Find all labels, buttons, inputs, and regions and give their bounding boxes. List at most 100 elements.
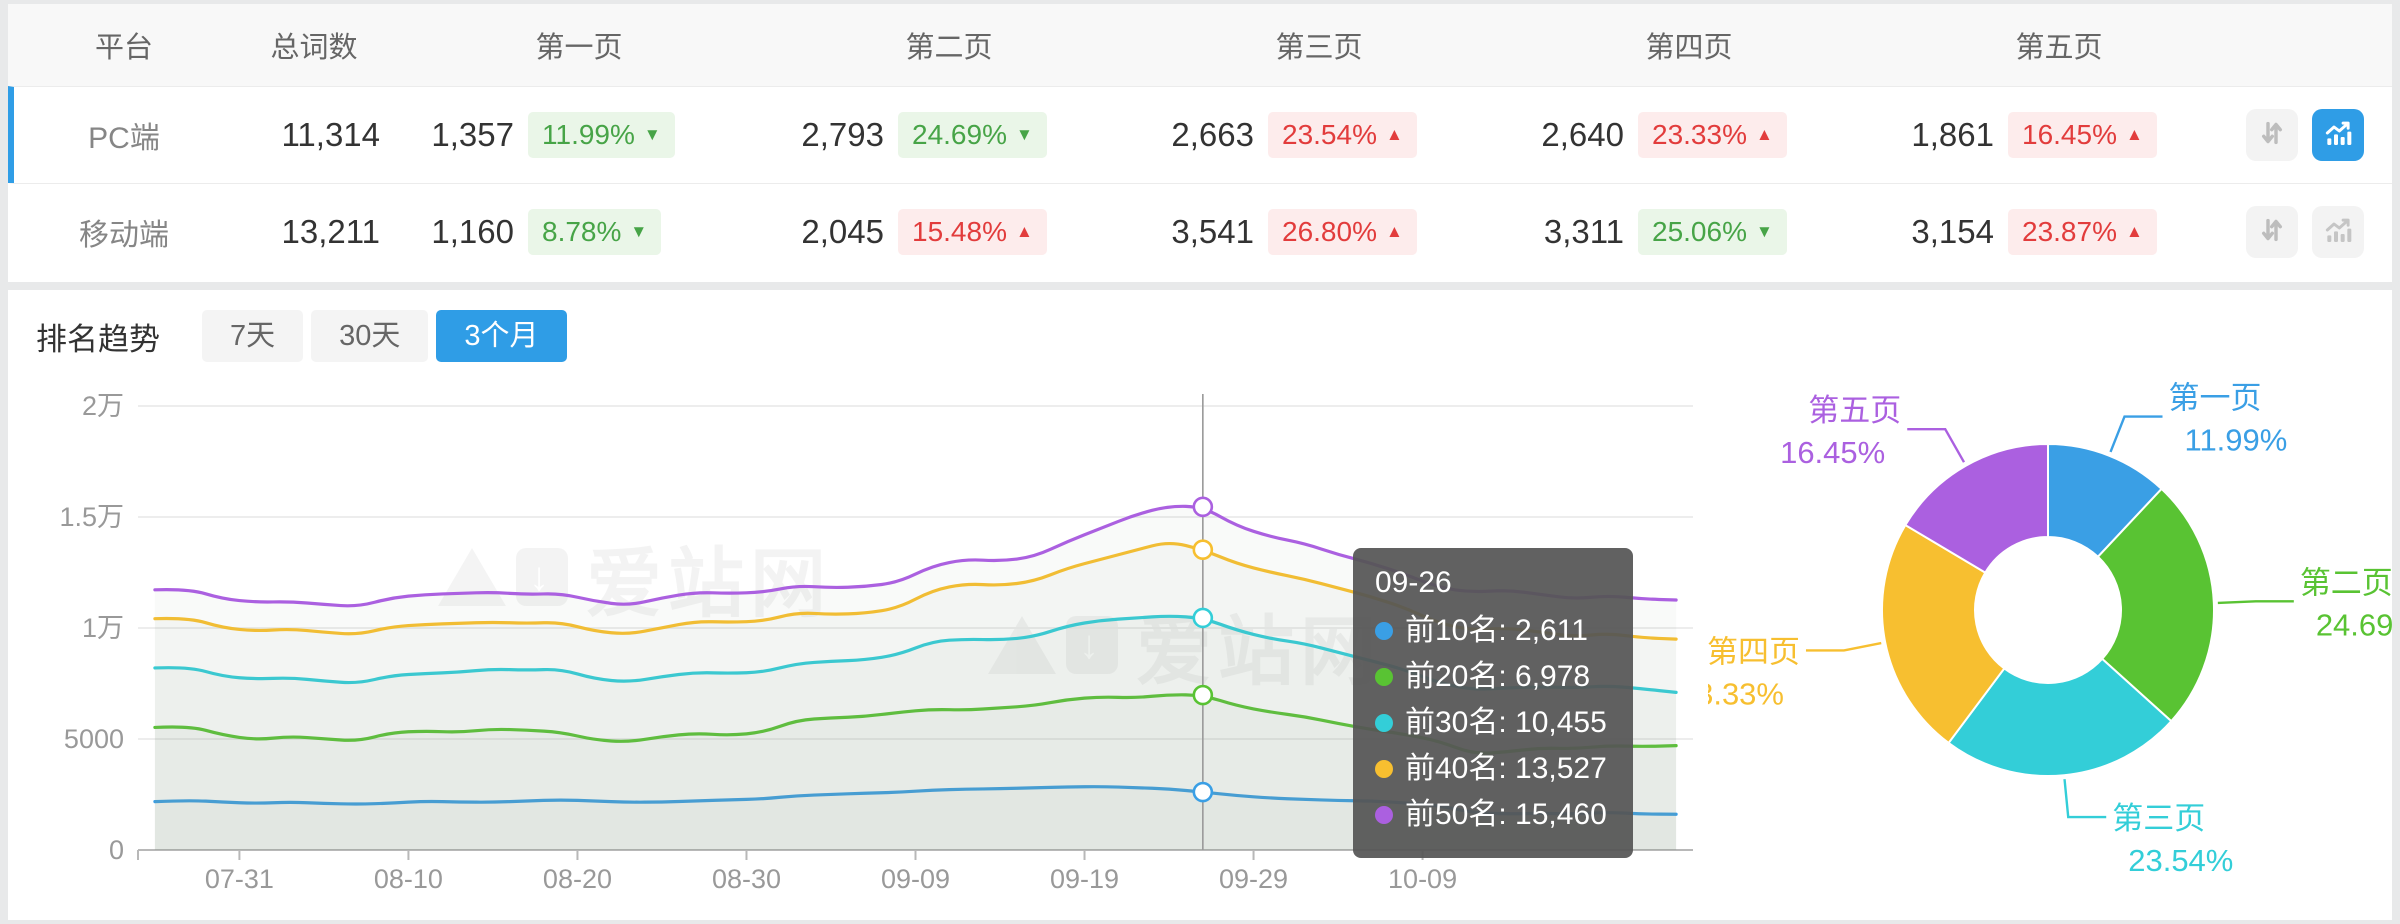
donut-label-percent: 24.69%: [2316, 607, 2392, 642]
donut-label-percent: 11.99%: [2185, 423, 2288, 458]
svg-text:08-20: 08-20: [543, 864, 612, 894]
page2-change-badge: 24.69% ▼: [898, 112, 1047, 158]
svg-text:09-09: 09-09: [881, 864, 950, 894]
card-divider: [8, 282, 2392, 290]
page1-change-badge: 11.99% ▼: [528, 112, 675, 158]
donut-slice-第三页[interactable]: [1947, 657, 2173, 777]
change-percent: 8.78%: [542, 216, 622, 247]
page3-count: 3,541: [1171, 213, 1254, 250]
donut-label-name: 第二页: [2300, 565, 2392, 600]
page5-count: 1,861: [1911, 116, 1994, 153]
series-color-dot: [1375, 622, 1393, 640]
triangle-up-icon: ▲: [1385, 125, 1403, 144]
page4-count: 3,311: [1543, 213, 1624, 250]
trend-chart-icon: [2322, 214, 2354, 251]
tooltip-series-row: 前10名: 2,611: [1375, 608, 1607, 654]
svg-text:1.5万: 1.5万: [59, 502, 124, 532]
row-action-buttons: [2244, 109, 2392, 161]
tooltip-series-value: 前10名: 2,611: [1405, 614, 1588, 647]
page4-cell: 3,311 25.06% ▼: [1504, 209, 1874, 255]
total-words-value: 13,211: [281, 213, 380, 250]
page2-cell: 2,793 24.69% ▼: [764, 112, 1134, 158]
total-words-value: 11,314: [281, 116, 380, 153]
col-header-page1: 第一页: [535, 32, 623, 64]
donut-label-name: 第五页: [1808, 393, 1901, 428]
triangle-up-icon: ▲: [1755, 125, 1773, 144]
tab-range-1[interactable]: 7天: [202, 310, 304, 362]
page4-cell: 2,640 23.33% ▲: [1504, 112, 1874, 158]
tab-range-2[interactable]: 30天: [311, 310, 429, 362]
page3-cell: 3,541 26.80% ▲: [1134, 209, 1504, 255]
svg-text:09-19: 09-19: [1050, 864, 1119, 894]
change-percent: 15.48%: [912, 216, 1007, 247]
trend-chart-icon: [2322, 117, 2354, 154]
col-header-page4: 第四页: [1645, 32, 1733, 64]
page5-cell: 1,861 16.45% ▲: [1874, 112, 2244, 158]
tooltip-date: 09-26: [1375, 566, 1452, 599]
trend-chart-button[interactable]: [2312, 109, 2364, 161]
triangle-down-icon: ▼: [643, 125, 661, 144]
page2-cell: 2,045 15.48% ▲: [764, 209, 1134, 255]
page1-count: 1,357: [431, 116, 514, 153]
col-header-page3: 第三页: [1275, 32, 1363, 64]
trend-chart-button[interactable]: [2312, 206, 2364, 258]
donut-label-percent: 16.45%: [1780, 435, 1885, 470]
donut-label-name: 第一页: [2169, 381, 2262, 416]
svg-text:07-31: 07-31: [205, 864, 274, 894]
series-color-dot: [1375, 668, 1393, 686]
change-percent: 25.06%: [1652, 216, 1747, 247]
svg-text:5000: 5000: [64, 724, 124, 754]
page3-count: 2,663: [1171, 116, 1254, 153]
col-header-page2: 第二页: [905, 32, 993, 64]
series-color-dot: [1375, 714, 1393, 732]
col-header-total-words: 总词数: [270, 32, 358, 64]
tooltip-series-value: 前40名: 13,527: [1405, 752, 1607, 785]
col-header-platform: 平台: [94, 32, 153, 64]
tooltip-series-row: 前30名: 10,455: [1375, 700, 1607, 746]
donut-label-name: 第四页: [1708, 634, 1800, 669]
page3-cell: 2,663 23.54% ▲: [1134, 112, 1504, 158]
tooltip-series-row: 前40名: 13,527: [1375, 746, 1607, 792]
rank-trend-line-chart[interactable]: 0 5000 1万 1.5万 2万 07-31 08-10 08-20 08-30 09-09 09…: [8, 368, 1708, 918]
donut-slice-第四页[interactable]: [1881, 523, 2006, 745]
trend-title: 排名趋势: [36, 321, 160, 357]
donut-label-name: 第三页: [2112, 801, 2205, 836]
tooltip-series-row: 前20名: 6,978: [1375, 654, 1607, 700]
page5-change-badge: 16.45% ▲: [2008, 112, 2157, 158]
donut-slice-第二页[interactable]: [2096, 487, 2215, 723]
page1-count: 1,160: [431, 213, 514, 250]
page2-count: 2,045: [801, 213, 884, 250]
series-color-dot: [1375, 806, 1393, 824]
svg-text:10-09: 10-09: [1388, 864, 1457, 894]
svg-text:0: 0: [109, 835, 124, 865]
page4-change-badge: 23.33% ▲: [1638, 112, 1787, 158]
trend-range-tabs: 7天 30天 3个月: [202, 310, 567, 362]
triangle-down-icon: ▼: [1755, 222, 1773, 241]
svg-text:08-30: 08-30: [712, 864, 781, 894]
compare-button[interactable]: [2246, 206, 2298, 258]
page-distribution-donut-chart[interactable]: 第一页 11.99% 第二页 24.69% 第三页 23.54% 第四页 23.33% 第五页 1…: [1708, 350, 2392, 910]
page1-cell: 1,357 11.99% ▼: [394, 112, 764, 158]
page5-cell: 3,154 23.87% ▲: [1874, 209, 2244, 255]
chart-tooltip: 09-26 前10名: 2,611 前20名: 6,978 前30名: 10,455 前…: [1353, 548, 1633, 858]
svg-text:09-29: 09-29: [1219, 864, 1288, 894]
triangle-down-icon: ▼: [1015, 125, 1033, 144]
row-action-buttons: [2244, 206, 2392, 258]
page3-change-badge: 26.80% ▲: [1268, 209, 1417, 255]
table-body: PC端 11,314 1,357 11.99% ▼ 2,793 24.69% ▼ 2,663 23…: [8, 86, 2392, 280]
donut-label-percent: 23.33%: [1708, 676, 1784, 711]
page2-count: 2,793: [801, 116, 884, 153]
platform-name: PC端: [88, 122, 160, 155]
page4-change-badge: 25.06% ▼: [1638, 209, 1787, 255]
table-row-移动端[interactable]: 移动端 13,211 1,160 8.78% ▼ 2,045 15.48% ▲ 3,541 26.…: [8, 183, 2392, 280]
col-header-page5: 第五页: [2015, 32, 2103, 64]
donut-slice-第五页[interactable]: [1904, 442, 2049, 575]
compare-button[interactable]: [2246, 109, 2298, 161]
page4-count: 2,640: [1541, 116, 1624, 153]
change-percent: 23.33%: [1652, 119, 1747, 150]
table-row-PC端[interactable]: PC端 11,314 1,357 11.99% ▼ 2,793 24.69% ▼ 2,663 23…: [8, 86, 2392, 183]
triangle-up-icon: ▲: [1385, 222, 1403, 241]
triangle-down-icon: ▼: [630, 222, 648, 241]
platform-name: 移动端: [79, 219, 169, 252]
tab-range-3[interactable]: 3个月: [436, 310, 567, 362]
